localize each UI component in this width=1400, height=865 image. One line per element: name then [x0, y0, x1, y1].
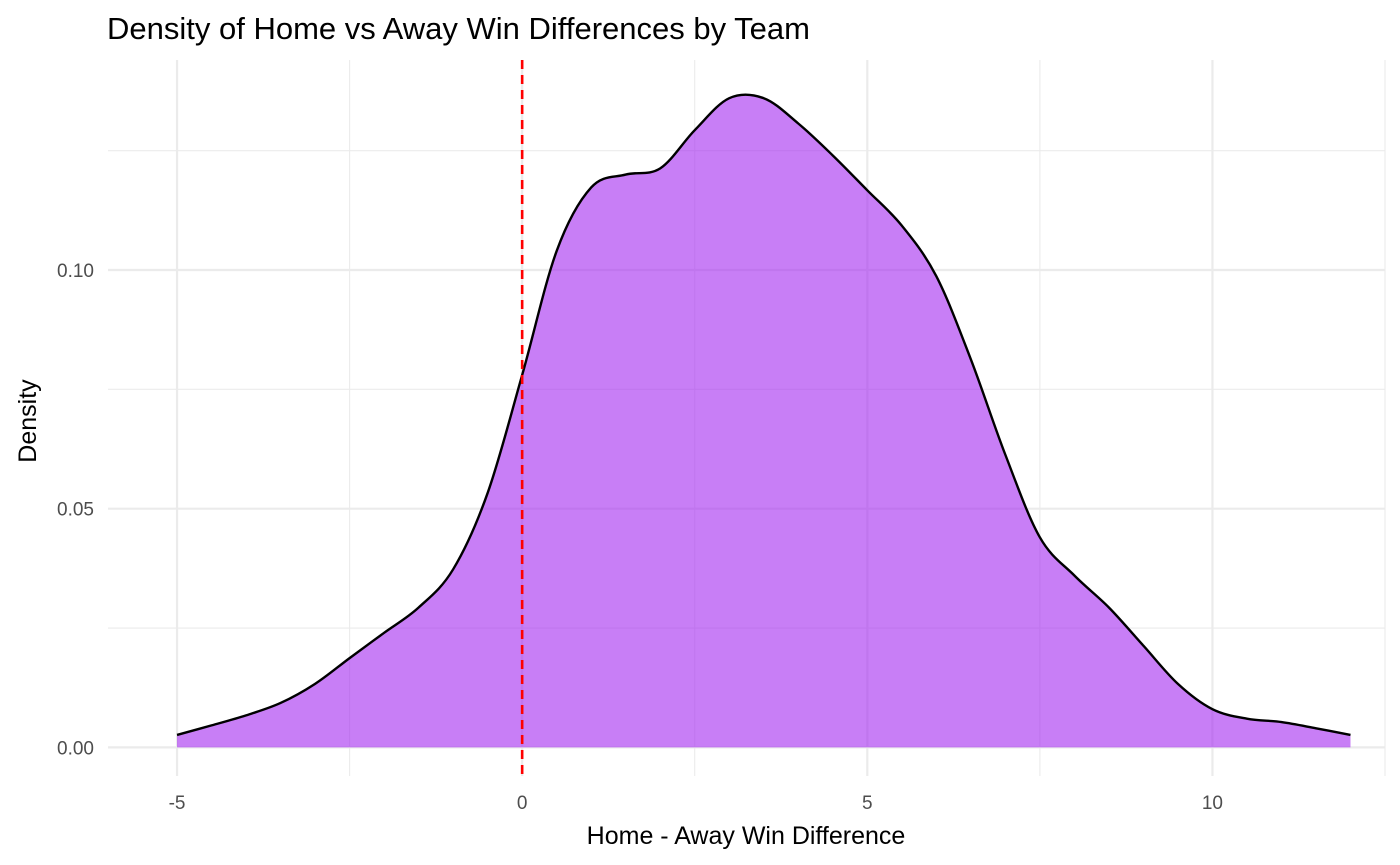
- chart-title: Density of Home vs Away Win Differences …: [107, 11, 810, 46]
- y-tick-label: 0.00: [57, 738, 94, 759]
- density-area: [177, 94, 1351, 748]
- x-tick-label: 5: [862, 793, 873, 814]
- x-tick-label: 10: [1202, 793, 1223, 814]
- axis-ticks: -5 0 5 10 0.00 0.05 0.10: [57, 261, 1223, 814]
- x-tick-label: 0: [517, 793, 528, 814]
- x-axis-title: Home - Away Win Difference: [587, 822, 906, 850]
- x-tick-label: -5: [169, 793, 186, 814]
- y-axis-title: Density: [14, 379, 42, 463]
- y-tick-label: 0.10: [57, 261, 94, 282]
- density-series: [176, 93, 1351, 748]
- y-tick-label: 0.05: [57, 500, 94, 521]
- density-curve: [176, 93, 1351, 737]
